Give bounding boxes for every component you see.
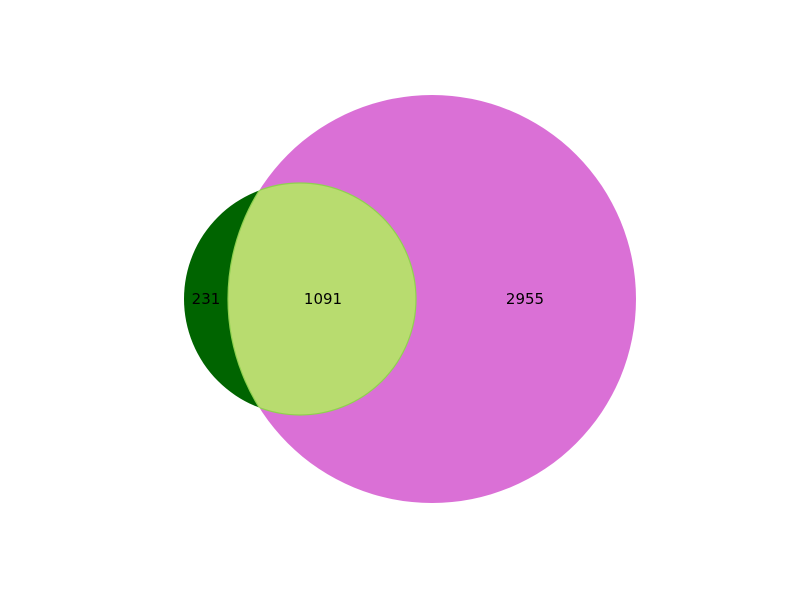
intersection-region — [227, 183, 416, 415]
intersection-count: 1091 — [304, 290, 342, 308]
only-b-count: 2955 — [506, 290, 544, 308]
intersection-outline — [228, 182, 417, 416]
only-a-count: 231 — [192, 290, 221, 308]
